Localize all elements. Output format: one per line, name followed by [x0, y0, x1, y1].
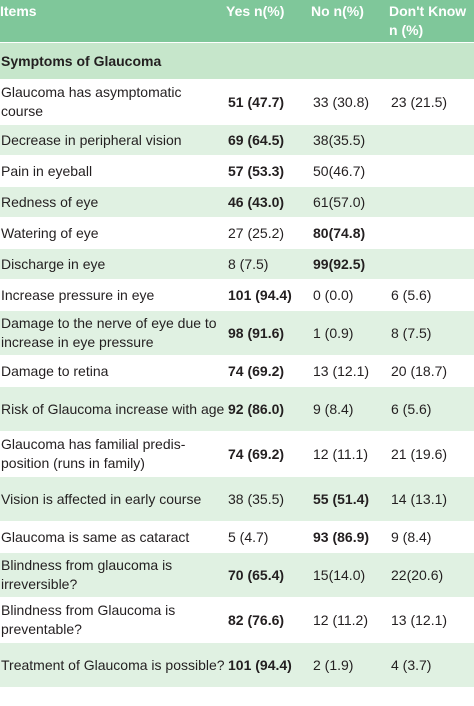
row-no-value: 99(92.5) [310, 248, 388, 280]
row-item-label: Glaucoma has familial predis-position (r… [0, 431, 225, 477]
row-yes-value: 51 (47.7) [225, 79, 310, 125]
row-item-label: Damage to the nerve of eye due to increa… [0, 310, 225, 356]
row-no-value: 0 (0.0) [310, 279, 388, 311]
row-item-label: Damage to retina [0, 355, 225, 387]
row-yes-value: 101 (94.4) [225, 279, 310, 311]
row-no-value: 12 (11.2) [310, 597, 388, 643]
row-dont-know-value [388, 248, 474, 280]
table-row: Redness of eye 46 (43.0) 61(57.0) [0, 186, 474, 218]
row-yes-value: 74 (69.2) [225, 355, 310, 387]
section-row: Symptoms of Glaucoma [0, 42, 474, 80]
header-items: Items [0, 0, 225, 43]
table-row: Glaucoma has asymptomatic course 51 (47.7… [0, 79, 474, 125]
table-row: Damage to retina 74 (69.2) 13 (12.1) 20 (18… [0, 355, 474, 387]
row-dont-know-value: 23 (21.5) [388, 79, 474, 125]
row-dont-know-value: 21 (19.6) [388, 431, 474, 477]
row-dont-know-value: 4 (3.7) [388, 642, 474, 687]
table-row: Risk of Glaucoma increase with age 92 (86… [0, 386, 474, 432]
header-row: Items Yes n(%) No n(%) Don't Know n (%) [0, 0, 474, 43]
row-no-value: 55 (51.4) [310, 476, 388, 522]
table-row: Glaucoma is same as cataract 5 (4.7) 93 (8… [0, 521, 474, 553]
row-item-label: Increase pressure in eye [0, 279, 225, 311]
row-dont-know-value: 13 (12.1) [388, 597, 474, 643]
row-item-label: Vision is affected in early course [0, 476, 225, 522]
row-yes-value: 38 (35.5) [225, 476, 310, 522]
table-row: Decrease in peripheral vision 69 (64.5) 38… [0, 124, 474, 156]
row-item-label: Glaucoma is same as cataract [0, 521, 225, 553]
row-no-value: 13 (12.1) [310, 355, 388, 387]
row-item-label: Decrease in peripheral vision [0, 124, 225, 156]
row-no-value: 15(14.0) [310, 552, 388, 598]
row-yes-value: 27 (25.2) [225, 217, 310, 249]
table-row: Discharge in eye 8 (7.5) 99(92.5) [0, 248, 474, 280]
row-item-label: Risk of Glaucoma increase with age [0, 386, 225, 432]
table-row: Blindness from glaucoma is irreversible?… [0, 552, 474, 598]
section-title: Symptoms of Glaucoma [0, 42, 474, 80]
row-no-value: 50(46.7) [310, 155, 388, 187]
row-no-value: 80(74.8) [310, 217, 388, 249]
row-item-label: Discharge in eye [0, 248, 225, 280]
table-row: Vision is affected in early course 38 (35… [0, 476, 474, 522]
header-dont-know: Don't Know n (%) [388, 0, 474, 43]
row-yes-value: 92 (86.0) [225, 386, 310, 432]
row-dont-know-value: 6 (5.6) [388, 279, 474, 311]
row-dont-know-value: 14 (13.1) [388, 476, 474, 522]
row-item-label: Blindness from Glaucoma is preventable? [0, 597, 225, 643]
table-row: Pain in eyeball 57 (53.3) 50(46.7) [0, 155, 474, 187]
row-no-value: 2 (1.9) [310, 642, 388, 687]
row-no-value: 33 (30.8) [310, 79, 388, 125]
row-dont-know-value [388, 217, 474, 249]
row-dont-know-value: 6 (5.6) [388, 386, 474, 432]
row-dont-know-value: 9 (8.4) [388, 521, 474, 553]
row-dont-know-value [388, 124, 474, 156]
row-no-value: 93 (86.9) [310, 521, 388, 553]
row-no-value: 1 (0.9) [310, 310, 388, 356]
header-no: No n(%) [310, 0, 388, 43]
row-dont-know-value: 8 (7.5) [388, 310, 474, 356]
row-item-label: Redness of eye [0, 186, 225, 218]
row-yes-value: 82 (76.6) [225, 597, 310, 643]
table-row: Watering of eye 27 (25.2) 80(74.8) [0, 217, 474, 249]
row-dont-know-value: 22(20.6) [388, 552, 474, 598]
row-item-label: Treatment of Glaucoma is possible? [0, 642, 225, 687]
table-row: Blindness from Glaucoma is preventable? 8… [0, 597, 474, 643]
row-no-value: 61(57.0) [310, 186, 388, 218]
row-yes-value: 8 (7.5) [225, 248, 310, 280]
table-row: Damage to the nerve of eye due to increa… [0, 310, 474, 356]
row-yes-value: 101 (94.4) [225, 642, 310, 687]
glaucoma-symptoms-table: Items Yes n(%) No n(%) Don't Know n (%) … [0, 0, 474, 687]
row-dont-know-value [388, 155, 474, 187]
row-no-value: 9 (8.4) [310, 386, 388, 432]
table-row: Treatment of Glaucoma is possible? 101 (9… [0, 642, 474, 687]
table-row: Glaucoma has familial predis-position (r… [0, 431, 474, 477]
header-yes: Yes n(%) [225, 0, 310, 43]
row-item-label: Glaucoma has asymptomatic course [0, 79, 225, 125]
row-yes-value: 74 (69.2) [225, 431, 310, 477]
row-yes-value: 57 (53.3) [225, 155, 310, 187]
row-dont-know-value [388, 186, 474, 218]
row-yes-value: 5 (4.7) [225, 521, 310, 553]
row-yes-value: 98 (91.6) [225, 310, 310, 356]
row-dont-know-value: 20 (18.7) [388, 355, 474, 387]
row-yes-value: 46 (43.0) [225, 186, 310, 218]
row-yes-value: 69 (64.5) [225, 124, 310, 156]
row-no-value: 38(35.5) [310, 124, 388, 156]
row-item-label: Watering of eye [0, 217, 225, 249]
row-item-label: Blindness from glaucoma is irreversible? [0, 552, 225, 598]
row-no-value: 12 (11.1) [310, 431, 388, 477]
row-item-label: Pain in eyeball [0, 155, 225, 187]
table-row: Increase pressure in eye 101 (94.4) 0 (0.0… [0, 279, 474, 311]
row-yes-value: 70 (65.4) [225, 552, 310, 598]
